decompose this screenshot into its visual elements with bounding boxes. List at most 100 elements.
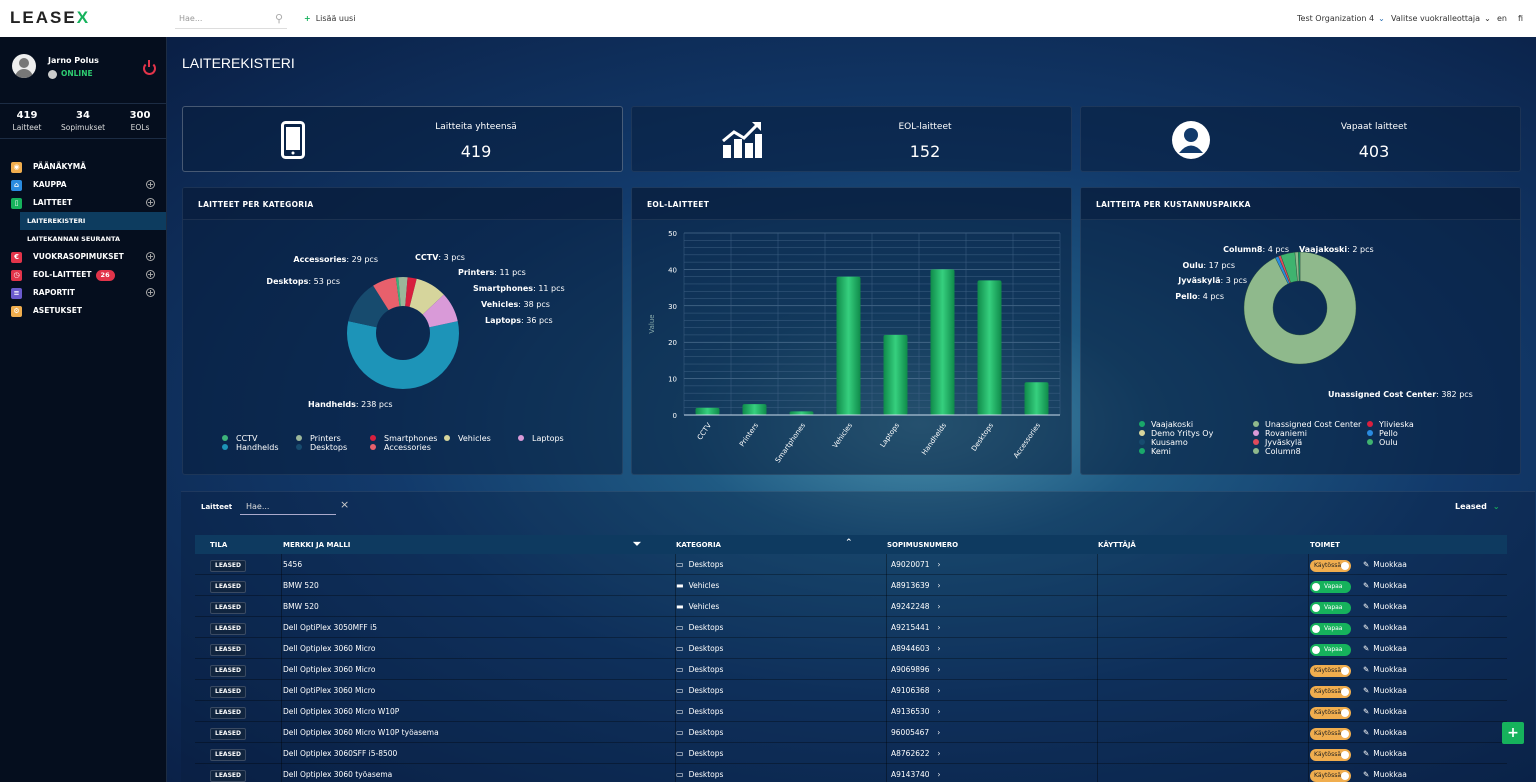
sidebar-item-contracts[interactable]: € VUOKRASOPIMUKSET + [0,248,166,266]
edit-button[interactable]: ✎ Muokkaa [1363,644,1407,653]
app-logo[interactable]: LEASEX [10,8,91,27]
edit-button[interactable]: ✎ Muokkaa [1363,581,1407,590]
sort-up-icon[interactable]: ⌃ [845,538,853,548]
cell-divider [886,659,887,680]
status-toggle[interactable]: Käytössä [1310,770,1351,782]
status-toggle[interactable]: Vapaa [1310,623,1351,635]
edit-button[interactable]: ✎ Muokkaa [1363,623,1407,632]
contract-link[interactable]: A8913639 › [891,581,941,590]
table-row[interactable]: LEASED Dell Optiplex 3060 Micro ▭ Desktops A… [195,638,1507,659]
filter-select[interactable]: Leased ⌄ [1455,502,1500,511]
contract-link[interactable]: A9143740 › [891,770,941,779]
contract-link[interactable]: A9136530 › [891,707,941,716]
clear-icon[interactable]: × [340,498,350,511]
contract-link[interactable]: A9215441 › [891,623,941,632]
add-new-button[interactable]: + Lisää uusi [304,14,356,23]
model-cell: Dell Optiplex 3060 Micro W10P työasema [283,728,439,737]
table-row[interactable]: LEASED Dell Optiplex 3060 Micro W10P työa… [195,722,1507,743]
contract-link[interactable]: A9069896 › [891,665,941,674]
power-icon[interactable] [143,60,156,75]
col-user[interactable]: KÄYTTÄJÄ [1098,541,1136,549]
contract-link[interactable]: A9242248 › [891,602,941,611]
expand-icon[interactable]: + [146,270,155,279]
lang-en[interactable]: en [1497,14,1507,23]
edit-button[interactable]: ✎ Muokkaa [1363,707,1407,716]
sidebar-item-reports[interactable]: ≡ RAPORTIT + [0,284,166,302]
table-row[interactable]: LEASED Dell Optiplex 3060 Micro ▭ Desktops A… [195,659,1507,680]
contract-link[interactable]: A9106368 › [891,686,941,695]
search-input[interactable]: Hae... ⚲ [175,10,287,29]
legend-label: Laptops [532,434,564,443]
chevron-down-icon: ⌄ [1378,14,1385,23]
col-model[interactable]: MERKKI JA MALLI [283,541,351,549]
lang-fi[interactable]: fi [1518,14,1524,23]
pencil-icon: ✎ [1363,560,1370,569]
lessor-select[interactable]: Valitse vuokralleottaja ⌄ [1391,14,1491,23]
sidebar-item-dashboard[interactable]: ◉ PÄÄNÄKYMÄ [0,158,166,176]
table-row[interactable]: LEASED Dell Optiplex 3060 työasema ▭ Deskto… [195,764,1507,782]
panel-title: LAITTEITA PER KUSTANNUSPAIKKA [1081,188,1520,220]
cell-divider [281,743,282,764]
status-toggle[interactable]: Käytössä [1310,560,1351,572]
expand-icon[interactable]: + [146,288,155,297]
sidebar-item-settings[interactable]: ⚙ ASETUKSET [0,302,166,320]
legend-marker [1367,430,1373,436]
sidebar-item-eol[interactable]: ◷ EOL-LAITTEET 26 + [0,266,166,284]
user-name: Jarno Polus [48,56,99,65]
contract-link[interactable]: A8762622 › [891,749,941,758]
sidebar-item-devices[interactable]: ▯ LAITTEET + [0,194,166,212]
avatar[interactable] [12,54,36,78]
filter-icon[interactable]: ⏷ [633,539,641,550]
sidebar-item-device-registry[interactable]: LAITEREKISTERI [20,212,166,230]
add-floating-button[interactable]: + [1502,722,1524,744]
expand-icon[interactable]: + [146,180,155,189]
contract-link[interactable]: A9020071 › [891,560,941,569]
kpi-value: 419 [460,142,492,161]
edit-button[interactable]: ✎ Muokkaa [1363,560,1407,569]
edit-button[interactable]: ✎ Muokkaa [1363,665,1407,674]
slice-label: Accessories: 29 pcs [293,255,378,264]
table-search-input[interactable]: Hae... [240,497,336,515]
edit-button[interactable]: ✎ Muokkaa [1363,770,1407,779]
table-row[interactable]: LEASED Dell Optiplex 3060 Micro W10P ▭ Desk… [195,701,1507,722]
table-row[interactable]: LEASED Dell Optiplex 3060SFF i5-8500 ▭ Desk… [195,743,1507,764]
expand-icon[interactable]: + [146,252,155,261]
legend-label: Pello [1379,429,1398,438]
status-toggle[interactable]: Vapaa [1310,602,1351,614]
sidebar-item-shop[interactable]: ⌂ KAUPPA + [0,176,166,194]
organization-select[interactable]: Test Organization 4 ⌄ [1297,14,1385,23]
sidebar-item-db-tracking[interactable]: LAITEKANNAN SEURANTA [27,235,120,243]
col-contract[interactable]: SOPIMUSNUMERO [887,541,959,549]
status-toggle[interactable]: Vapaa [1310,581,1351,593]
status-toggle[interactable]: Käytössä [1310,707,1351,719]
table-row[interactable]: LEASED Dell OptiPlex 3050MFF i5 ▭ Desktops A… [195,617,1507,638]
cell-divider [886,743,887,764]
cell-divider [281,701,282,722]
status-toggle[interactable]: Käytössä [1310,686,1351,698]
model-cell: Dell Optiplex 3060 työasema [283,770,393,779]
table-row[interactable]: LEASED BMW 520 ▬ Vehicles A8913639 › Vapaa ✎ Muo… [195,575,1507,596]
edit-button[interactable]: ✎ Muokkaa [1363,602,1407,611]
col-status[interactable]: TILA [210,541,228,549]
table-row[interactable]: LEASED 5456 ▭ Desktops A9020071 › Käytössä ✎ Muo… [195,554,1507,575]
model-cell: BMW 520 [283,602,319,611]
contract-link[interactable]: 96005467 › [891,728,941,737]
contract-link[interactable]: A8944603 › [891,644,941,653]
slice-label: Smartphones: 11 pcs [473,284,565,293]
home-icon: ⌂ [11,180,22,191]
status-toggle[interactable]: Vapaa [1310,644,1351,656]
cell-divider [1308,701,1309,722]
table-row[interactable]: LEASED Dell OptiPlex 3060 Micro ▭ Desktops A… [195,680,1507,701]
chevron-right-icon: › [937,728,941,737]
status-toggle[interactable]: Käytössä [1310,665,1351,677]
edit-button[interactable]: ✎ Muokkaa [1363,749,1407,758]
legend-label: Kuusamo [1151,438,1188,447]
edit-button[interactable]: ✎ Muokkaa [1363,686,1407,695]
expand-icon[interactable]: + [146,198,155,207]
search-icon[interactable]: ⚲ [274,12,283,25]
status-toggle[interactable]: Käytössä [1310,749,1351,761]
table-row[interactable]: LEASED BMW 520 ▬ Vehicles A9242248 › Vapaa ✎ Muo… [195,596,1507,617]
status-toggle[interactable]: Käytössä [1310,728,1351,740]
edit-button[interactable]: ✎ Muokkaa [1363,728,1407,737]
col-category[interactable]: KATEGORIA [676,541,721,549]
